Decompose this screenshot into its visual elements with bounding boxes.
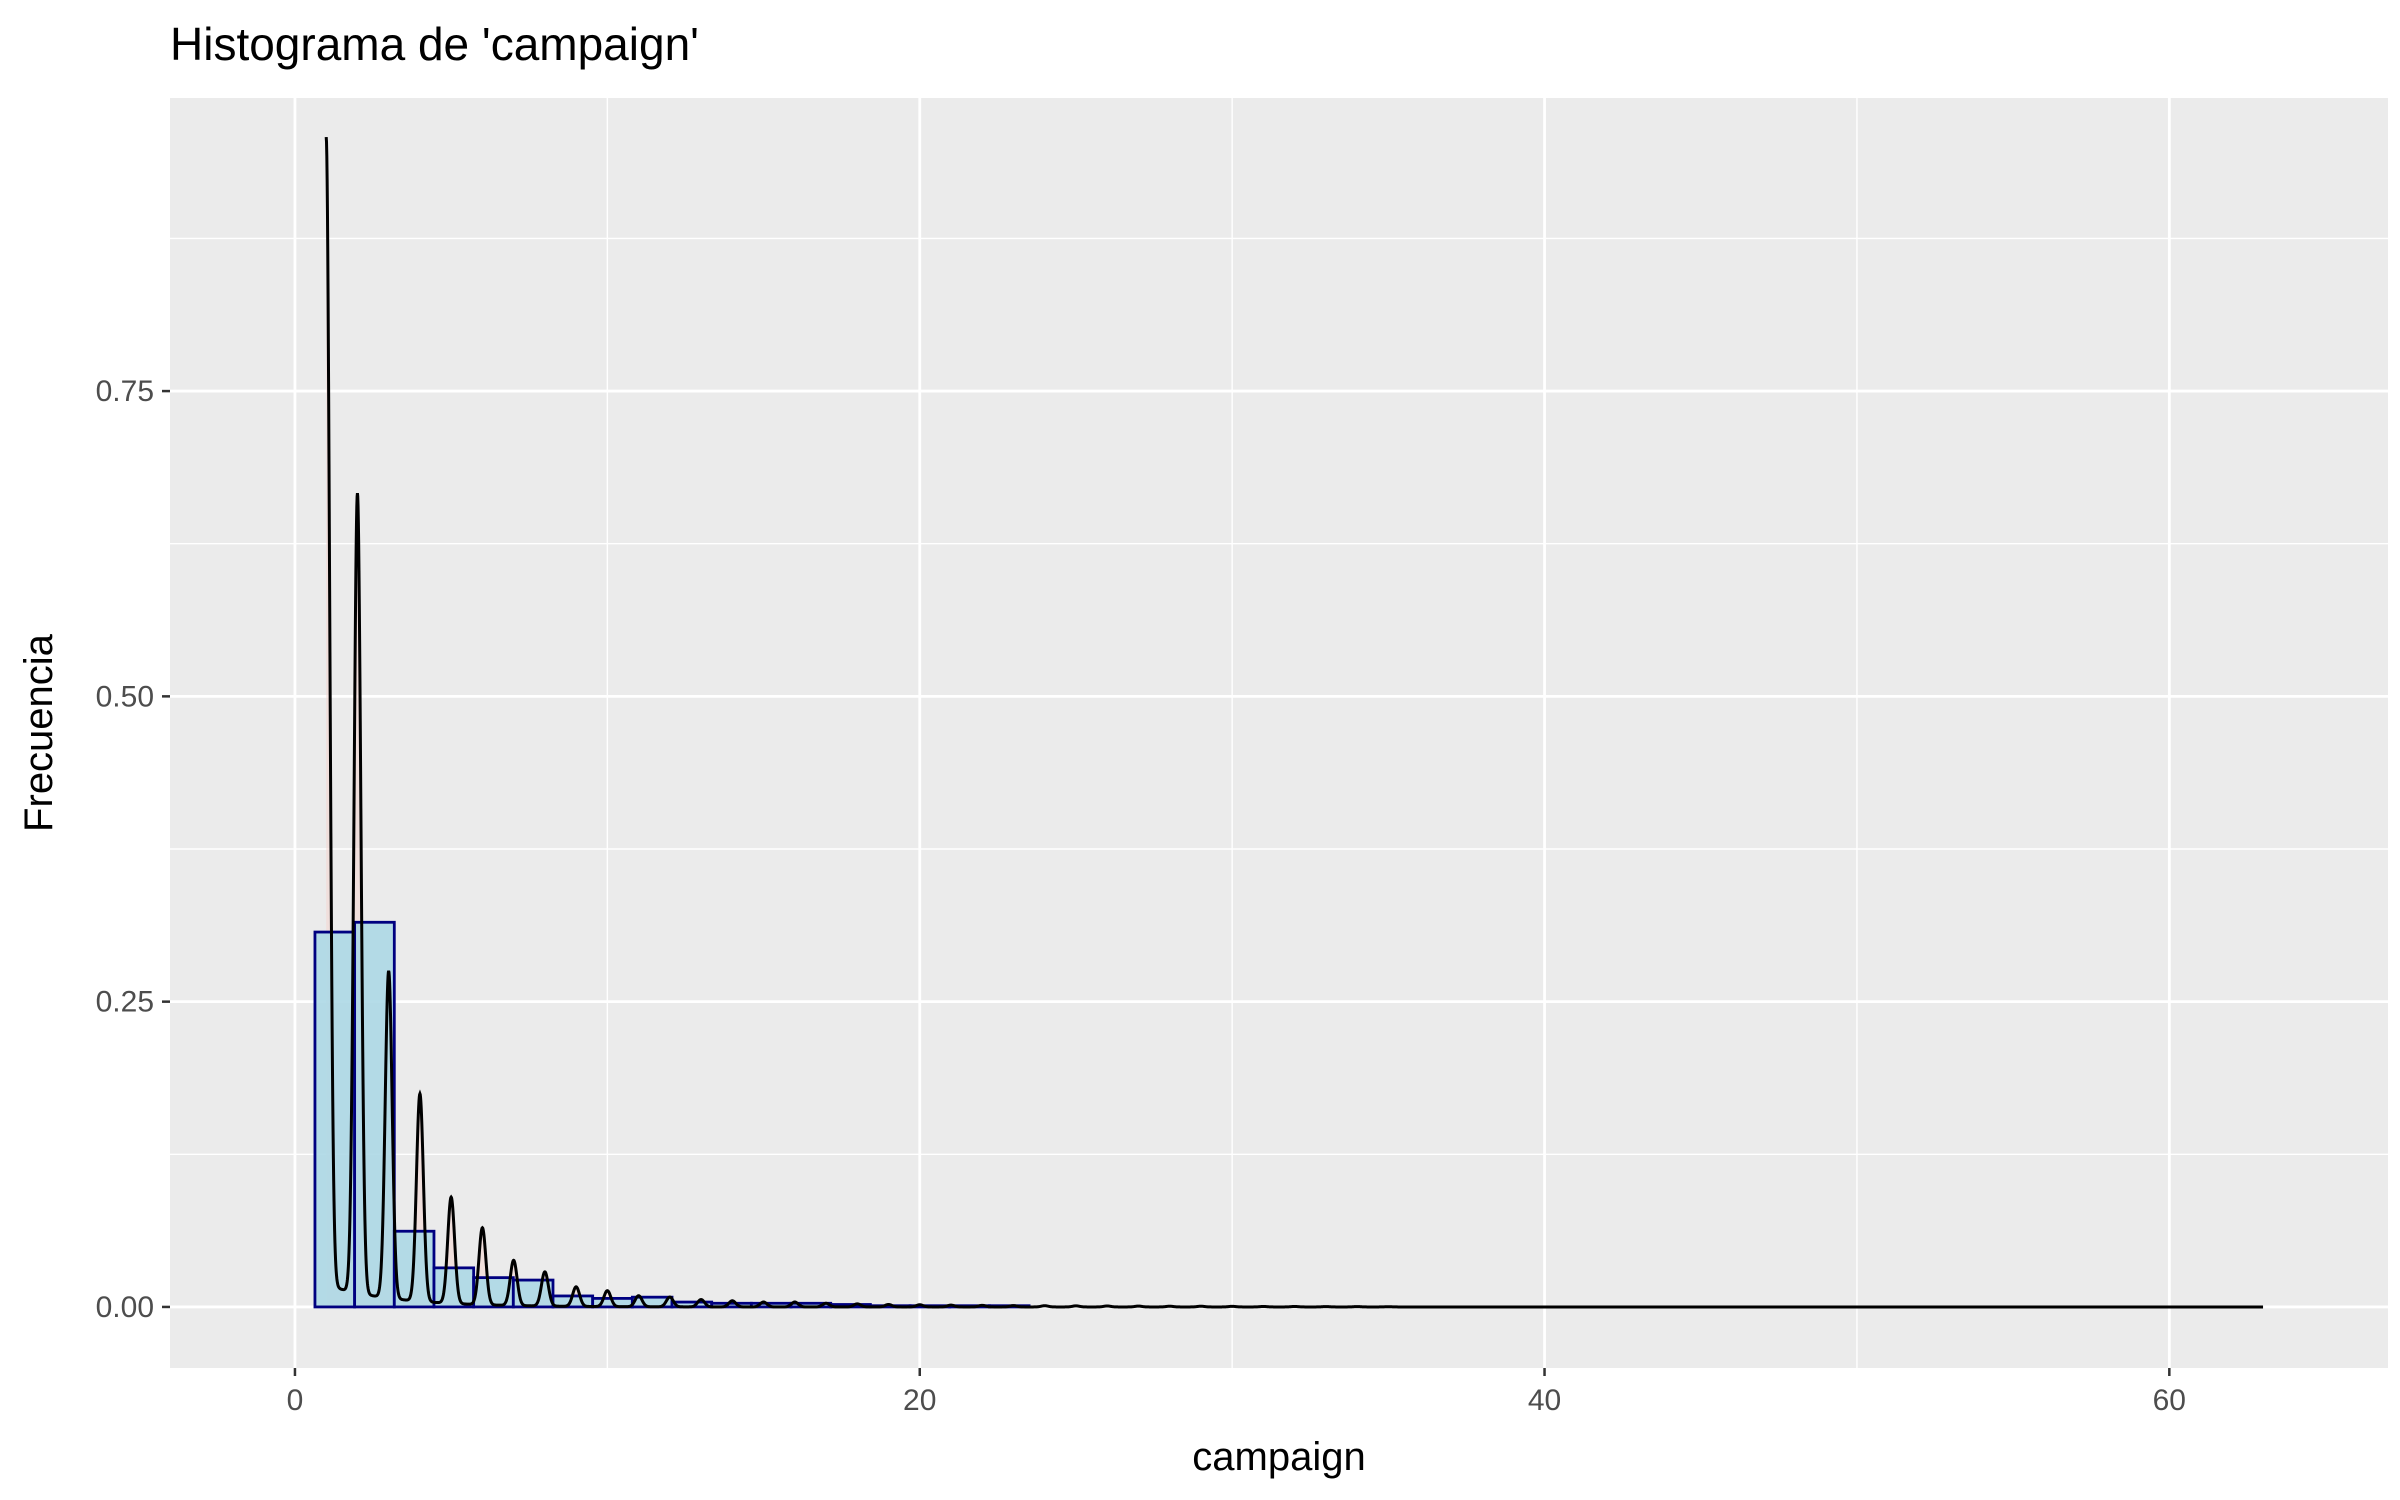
- chart-title: Histograma de 'campaign': [170, 18, 699, 70]
- y-tick-label: 0.25: [96, 986, 154, 1019]
- y-tick-label: 0.50: [96, 680, 154, 713]
- y-tick-label: 0.00: [96, 1291, 154, 1324]
- plot-panel: [170, 98, 2388, 1368]
- density-line: [324, 136, 2264, 1309]
- x-tick-label: 40: [1528, 1384, 1561, 1417]
- x-tick-label: 20: [903, 1384, 936, 1417]
- y-tick-label: 0.75: [96, 375, 154, 408]
- y-axis-title: Frecuencia: [17, 633, 61, 832]
- x-axis: 0 20 40 60: [287, 1368, 2186, 1417]
- y-axis: 0.00 0.25 0.50 0.75: [96, 375, 170, 1324]
- x-tick-label: 0: [287, 1384, 304, 1417]
- x-axis-title: campaign: [1192, 1435, 1365, 1479]
- grid-minor: [170, 98, 2388, 1368]
- x-tick-label: 60: [2153, 1384, 2186, 1417]
